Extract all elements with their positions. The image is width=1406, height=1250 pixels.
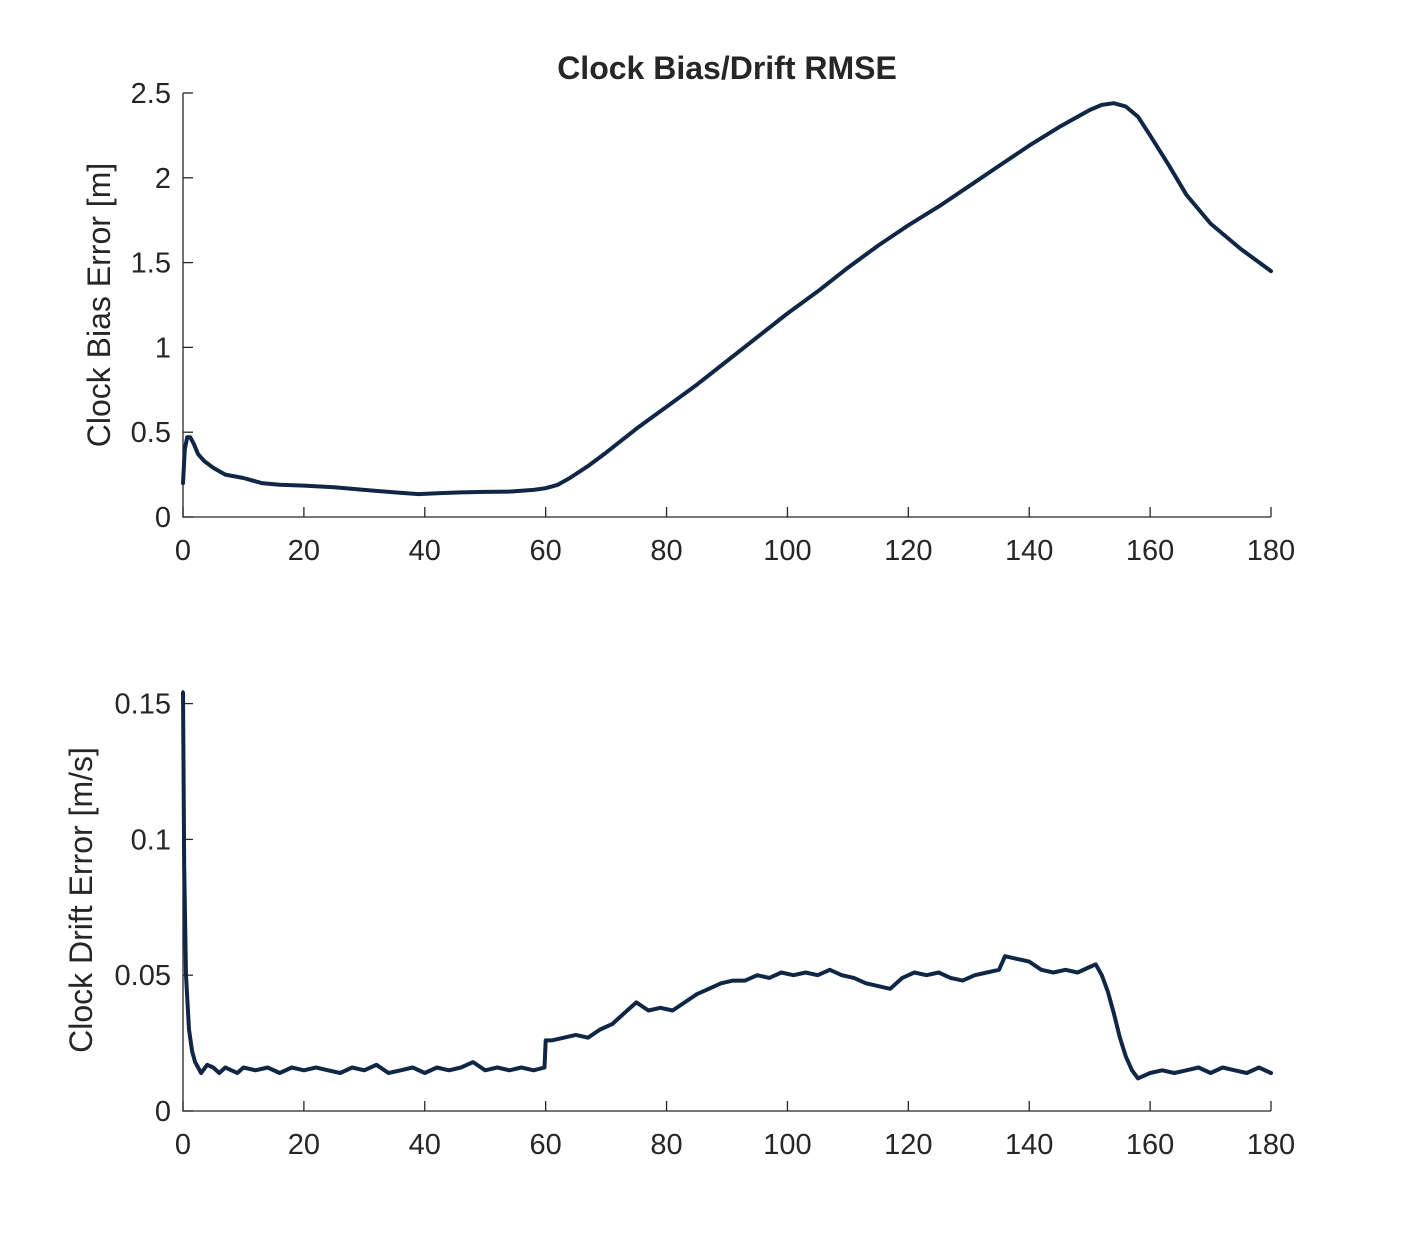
bias-x-tick-label: 140 xyxy=(1005,535,1053,567)
bias-x-tick-label: 60 xyxy=(530,535,562,567)
bias-x-tick-label: 20 xyxy=(288,535,320,567)
drift-x-tick-label: 0 xyxy=(175,1129,191,1161)
drift-y-tick-label: 0.1 xyxy=(131,824,171,856)
drift-x-tick-label: 140 xyxy=(1005,1129,1053,1161)
drift-x-ticks: 0 20 40 60 80 100 120 140 160 180 xyxy=(175,1101,1295,1161)
drift-x-tick-label: 40 xyxy=(409,1129,441,1161)
bias-y-tick-label: 0 xyxy=(155,502,171,534)
bias-x-tick-label: 40 xyxy=(409,535,441,567)
bias-error-line xyxy=(181,101,1273,497)
drift-x-tick-label: 180 xyxy=(1247,1129,1295,1161)
drift-x-tick-label: 160 xyxy=(1126,1129,1174,1161)
drift-y-tick-label: 0.05 xyxy=(115,960,171,992)
drift-y-ticks: 0 0.05 0.1 0.15 xyxy=(115,689,193,1128)
bias-x-tick-label: 160 xyxy=(1126,535,1174,567)
drift-x-tick-label: 80 xyxy=(650,1129,682,1161)
bias-x-tick-label: 120 xyxy=(884,535,932,567)
drift-y-tick-label: 0.15 xyxy=(115,689,171,721)
bias-y-tick-label: 1.5 xyxy=(131,248,171,280)
drift-x-tick-label: 100 xyxy=(763,1129,811,1161)
bias-y-ticks: 0 0.5 1 1.5 2 2.5 xyxy=(131,78,193,534)
bias-y-axis-label: Clock Bias Error [m] xyxy=(81,163,117,447)
bias-x-tick-label: 0 xyxy=(175,535,191,567)
drift-x-tick-label: 60 xyxy=(530,1129,562,1161)
drift-x-tick-label: 20 xyxy=(288,1129,320,1161)
bias-x-ticks: 0 20 40 60 80 100 120 140 160 180 xyxy=(175,507,1295,567)
bias-y-tick-label: 1 xyxy=(155,332,171,364)
figure-title: Clock Bias/Drift RMSE xyxy=(557,50,897,86)
drift-error-plot: 0 20 40 60 80 100 120 140 160 180 0 0.05 0.1 0.15 Cl… xyxy=(63,689,1295,1161)
drift-y-axis-label: Clock Drift Error [m/s] xyxy=(63,747,99,1053)
bias-error-plot: 0 20 40 60 80 100 120 140 160 180 0 0.5 1 1.5 2 2.5 Cl… xyxy=(81,78,1295,567)
drift-error-line xyxy=(181,690,1273,1081)
bias-y-tick-label: 2 xyxy=(155,163,171,195)
bias-y-tick-label: 2.5 xyxy=(131,78,171,110)
bias-x-tick-label: 180 xyxy=(1247,535,1295,567)
bias-y-tick-label: 0.5 xyxy=(131,417,171,449)
bias-x-tick-label: 80 xyxy=(650,535,682,567)
drift-x-tick-label: 120 xyxy=(884,1129,932,1161)
drift-y-tick-label: 0 xyxy=(155,1096,171,1128)
bias-x-tick-label: 100 xyxy=(763,535,811,567)
